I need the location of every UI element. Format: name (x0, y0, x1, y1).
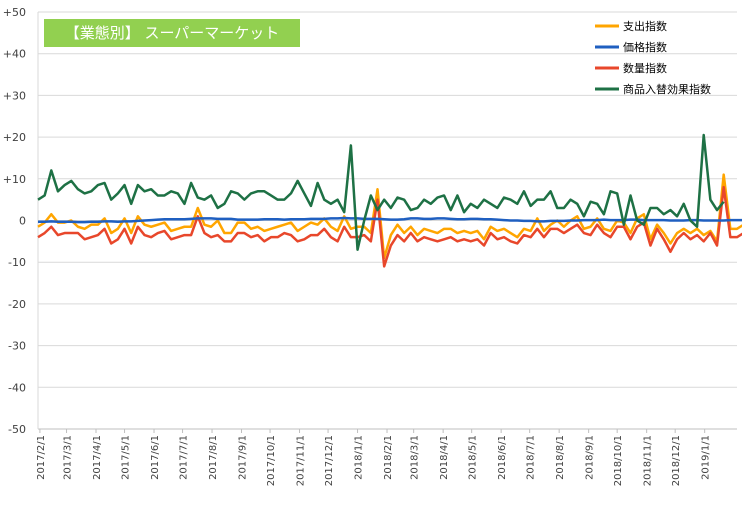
y-tick-label: -20 (8, 298, 26, 311)
legend-label: 数量指数 (623, 61, 667, 75)
x-tick-label: 2018/9/1 (585, 435, 596, 480)
series-lines (37, 133, 742, 268)
x-tick-label: 2017/9/1 (238, 435, 249, 480)
legend-label: 支出指数 (623, 19, 667, 33)
y-tick-label: +30 (3, 89, 26, 102)
x-tick-label: 2017/12/1 (324, 435, 335, 486)
x-tick-label: 2018/5/1 (468, 435, 479, 480)
y-tick-label: -30 (8, 340, 26, 353)
x-tick-label: 2018/4/1 (439, 435, 450, 480)
x-tick-label: 2017/10/1 (266, 435, 277, 486)
y-tick-label: -10 (8, 256, 26, 269)
x-tick-label: 2018/8/1 (555, 435, 566, 480)
x-tick-label: 2017/4/1 (92, 435, 103, 480)
x-tick-label: 2018/6/1 (497, 435, 508, 480)
chart-title-box: 【業態別】 スーパーマーケット (44, 19, 300, 47)
x-tick-label: 2017/8/1 (208, 435, 219, 480)
x-tick-label: 2018/11/1 (643, 435, 654, 486)
y-tick-label: +40 (3, 48, 26, 61)
y-tick-label: +10 (3, 173, 26, 186)
x-tick-label: 2017/3/1 (63, 435, 74, 480)
x-tick-label: 2018/10/1 (613, 435, 624, 486)
x-tick-label: 2019/1/1 (701, 435, 712, 480)
y-tick-label: 0 (19, 215, 26, 228)
x-tick-label: 2017/11/1 (296, 435, 307, 486)
chart-title-background (44, 19, 300, 47)
x-tick-label: 2017/7/1 (179, 435, 190, 480)
y-tick-label: +20 (3, 131, 26, 144)
x-tick-label: 2018/1/1 (354, 435, 365, 480)
legend-label: 商品入替効果指数 (623, 82, 711, 96)
x-tick-label: 2017/6/1 (150, 435, 161, 480)
x-tick-label: 2017/5/1 (121, 435, 132, 480)
legend-label: 価格指数 (623, 40, 667, 54)
x-tick-label: 2018/7/1 (526, 435, 537, 480)
y-tick-label: -50 (8, 423, 26, 436)
series-line-4 (37, 133, 725, 251)
x-tick-label: 2018/12/1 (671, 435, 682, 486)
chart-title: 【業態別】 スーパーマーケット (65, 24, 280, 42)
x-tick-label: 2017/2/1 (36, 435, 47, 480)
y-tick-label: -40 (8, 381, 26, 394)
series-line-1 (37, 173, 742, 260)
y-axis: +50 +40 +30 +20 +10 0 -10 -20 -30 -40 -50 (3, 6, 26, 436)
x-tick-label: 2018/2/1 (383, 435, 394, 480)
y-tick-label: +50 (3, 6, 26, 19)
x-tick-label: 2018/3/1 (410, 435, 421, 480)
series-line-3 (37, 185, 742, 268)
